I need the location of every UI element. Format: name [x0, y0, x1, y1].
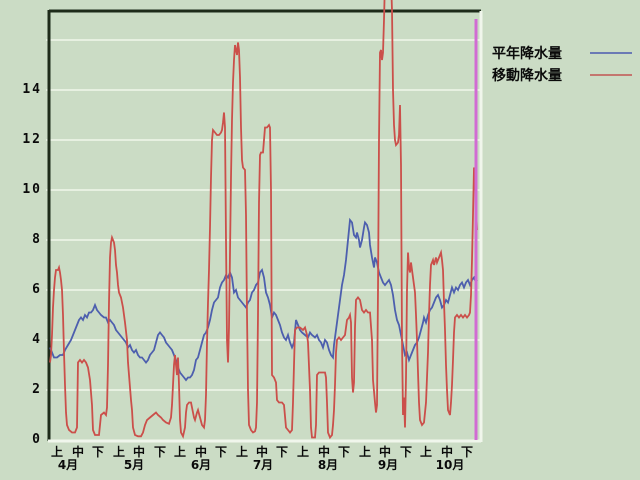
- x-period-label: 上: [419, 445, 432, 459]
- x-month-label: 5月: [123, 458, 145, 472]
- legend-line-swatch-red: [590, 73, 632, 76]
- x-period-label: 中: [440, 445, 453, 459]
- x-month-label: 4月: [57, 458, 79, 472]
- x-period-label: 下: [214, 445, 227, 459]
- x-period-label: 下: [337, 445, 350, 459]
- legend-item-idou: 移動降水量: [492, 66, 632, 84]
- y-tick-label: 14: [22, 82, 42, 97]
- y-tick-label: 0: [32, 432, 42, 447]
- legend-line-swatch-blue: [590, 51, 632, 54]
- y-tick-label: 8: [32, 232, 42, 247]
- x-period-label: 下: [460, 445, 473, 459]
- x-month-label: 7月: [252, 458, 274, 472]
- y-tick-label: 4: [32, 332, 42, 347]
- x-period-label: 上: [112, 445, 125, 459]
- x-month-label: 10月: [435, 458, 465, 472]
- x-period-label: 上: [296, 445, 309, 459]
- series-line-idou: [49, 0, 478, 440]
- x-period-label: 中: [378, 445, 391, 459]
- x-period-label: 上: [50, 445, 63, 459]
- x-period-label: 下: [153, 445, 166, 459]
- x-period-label: 中: [71, 445, 84, 459]
- y-tick-label: 2: [32, 382, 42, 397]
- x-month-label: 9月: [377, 458, 399, 472]
- legend-label-idou: 移動降水量: [492, 67, 562, 84]
- legend-item-heinen: 平年降水量: [492, 44, 632, 62]
- x-month-label: 6月: [190, 458, 212, 472]
- y-tick-label: 12: [22, 132, 42, 147]
- x-period-label: 下: [399, 445, 412, 459]
- x-period-label: 上: [173, 445, 186, 459]
- legend-label-heinen: 平年降水量: [492, 45, 562, 62]
- x-period-label: 上: [235, 445, 248, 459]
- x-period-label: 中: [194, 445, 207, 459]
- x-period-label: 中: [255, 445, 268, 459]
- x-period-label: 下: [91, 445, 104, 459]
- x-period-label: 下: [275, 445, 288, 459]
- x-period-label: 上: [358, 445, 371, 459]
- y-tick-label: 6: [32, 282, 42, 297]
- y-tick-label: 10: [22, 182, 42, 197]
- legend: 平年降水量 移動降水量: [492, 44, 632, 84]
- x-period-label: 中: [132, 445, 145, 459]
- x-period-label: 中: [317, 445, 330, 459]
- x-month-label: 8月: [317, 458, 339, 472]
